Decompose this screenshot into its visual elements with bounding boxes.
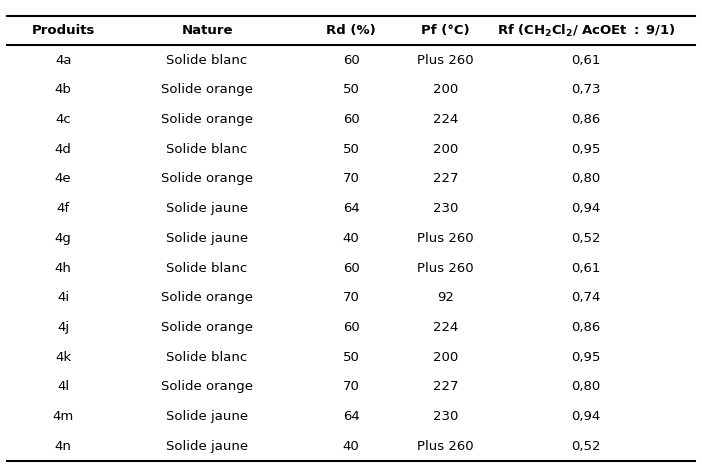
Text: 50: 50: [343, 143, 359, 156]
Text: 4i: 4i: [57, 291, 69, 304]
Text: 4a: 4a: [55, 54, 72, 67]
Text: 224: 224: [433, 113, 458, 126]
Text: 64: 64: [343, 410, 359, 423]
Text: Nature: Nature: [181, 24, 233, 37]
Text: Plus 260: Plus 260: [418, 54, 474, 67]
Text: Rd (%): Rd (%): [326, 24, 376, 37]
Text: Plus 260: Plus 260: [418, 440, 474, 453]
Text: 4d: 4d: [55, 143, 72, 156]
Text: 4e: 4e: [55, 172, 72, 186]
Text: 0,80: 0,80: [571, 172, 601, 186]
Text: 0,52: 0,52: [571, 440, 601, 453]
Text: 50: 50: [343, 83, 359, 96]
Text: 227: 227: [433, 172, 458, 186]
Text: 200: 200: [433, 143, 458, 156]
Text: 64: 64: [343, 202, 359, 215]
Text: 4c: 4c: [55, 113, 71, 126]
Text: 0,61: 0,61: [571, 262, 601, 274]
Text: 50: 50: [343, 351, 359, 364]
Text: Plus 260: Plus 260: [418, 262, 474, 274]
Text: Solide orange: Solide orange: [161, 291, 253, 304]
Text: 70: 70: [343, 172, 359, 186]
Text: Solide jaune: Solide jaune: [166, 202, 248, 215]
Text: 0,95: 0,95: [571, 143, 601, 156]
Text: Solide jaune: Solide jaune: [166, 232, 248, 245]
Text: 0,86: 0,86: [571, 321, 601, 334]
Text: 60: 60: [343, 321, 359, 334]
Text: 4n: 4n: [55, 440, 72, 453]
Text: Plus 260: Plus 260: [418, 232, 474, 245]
Text: Produits: Produits: [32, 24, 95, 37]
Text: 224: 224: [433, 321, 458, 334]
Text: 0,61: 0,61: [571, 54, 601, 67]
Text: 4k: 4k: [55, 351, 71, 364]
Text: 4l: 4l: [57, 380, 69, 393]
Text: $\mathbf{Rf\ (CH_2Cl_2/\ AcOEt\ :\ 9/1)}$: $\mathbf{Rf\ (CH_2Cl_2/\ AcOEt\ :\ 9/1)}…: [497, 23, 675, 39]
Text: 0,86: 0,86: [571, 113, 601, 126]
Text: 0,80: 0,80: [571, 380, 601, 393]
Text: 70: 70: [343, 291, 359, 304]
Text: 60: 60: [343, 262, 359, 274]
Text: 4f: 4f: [57, 202, 69, 215]
Text: Solide jaune: Solide jaune: [166, 440, 248, 453]
Text: Solide blanc: Solide blanc: [166, 143, 248, 156]
Text: 200: 200: [433, 351, 458, 364]
Text: 4h: 4h: [55, 262, 72, 274]
Text: 0,52: 0,52: [571, 232, 601, 245]
Text: 227: 227: [433, 380, 458, 393]
Text: 0,74: 0,74: [571, 291, 601, 304]
Text: 230: 230: [433, 410, 458, 423]
Text: 0,94: 0,94: [571, 202, 601, 215]
Text: 230: 230: [433, 202, 458, 215]
Text: 0,94: 0,94: [571, 410, 601, 423]
Text: Pf (°C): Pf (°C): [421, 24, 470, 37]
Text: Solide jaune: Solide jaune: [166, 410, 248, 423]
Text: 4b: 4b: [55, 83, 72, 96]
Text: 60: 60: [343, 113, 359, 126]
Text: Solide orange: Solide orange: [161, 380, 253, 393]
Text: 40: 40: [343, 440, 359, 453]
Text: Solide orange: Solide orange: [161, 172, 253, 186]
Text: 92: 92: [437, 291, 454, 304]
Text: 0,95: 0,95: [571, 351, 601, 364]
Text: 4g: 4g: [55, 232, 72, 245]
Text: 4m: 4m: [53, 410, 74, 423]
Text: 4j: 4j: [57, 321, 69, 334]
Text: 70: 70: [343, 380, 359, 393]
Text: Solide orange: Solide orange: [161, 321, 253, 334]
Text: Solide orange: Solide orange: [161, 113, 253, 126]
Text: Solide orange: Solide orange: [161, 83, 253, 96]
Text: 60: 60: [343, 54, 359, 67]
Text: Solide blanc: Solide blanc: [166, 262, 248, 274]
Text: Solide blanc: Solide blanc: [166, 351, 248, 364]
Text: Solide blanc: Solide blanc: [166, 54, 248, 67]
Text: 40: 40: [343, 232, 359, 245]
Text: 0,73: 0,73: [571, 83, 601, 96]
Text: 200: 200: [433, 83, 458, 96]
